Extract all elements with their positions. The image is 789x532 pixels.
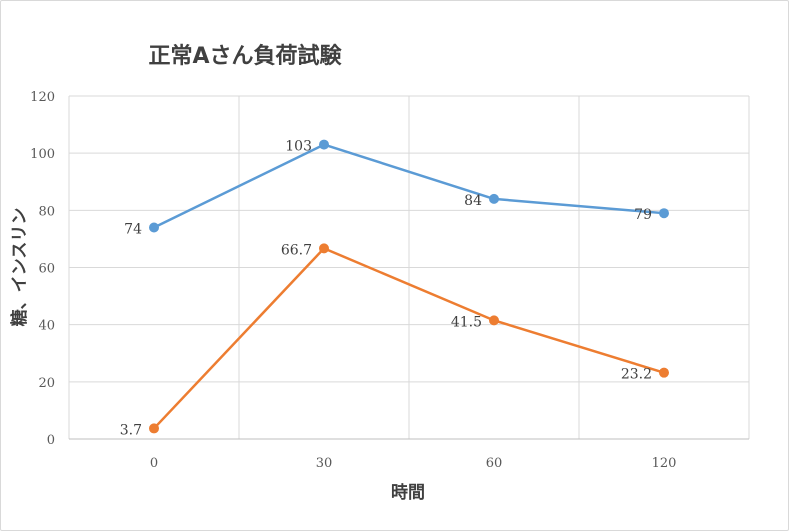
y-tick-label: 0 <box>47 433 55 448</box>
data-point <box>319 243 329 254</box>
x-tick-label: 30 <box>316 456 333 471</box>
x-tick-label: 0 <box>150 456 158 471</box>
x-tick-label: 60 <box>486 456 503 471</box>
axes: 0 20 40 60 80 100 120 0 30 60 120 <box>30 90 749 471</box>
series-layer <box>149 139 669 434</box>
series-line-2 <box>153 247 665 430</box>
y-tick-label: 100 <box>30 147 55 162</box>
data-label: 41.5 <box>451 314 482 330</box>
x-axis-title: 時間 <box>391 482 425 503</box>
data-label: 74 <box>124 221 142 237</box>
y-tick-label: 20 <box>38 376 55 391</box>
data-point <box>489 315 499 326</box>
data-point <box>659 208 669 219</box>
x-tick-label: 120 <box>652 456 677 471</box>
data-point <box>489 193 499 204</box>
data-label: 23.2 <box>621 367 652 383</box>
gridlines <box>68 95 750 439</box>
data-label: 3.7 <box>120 422 142 438</box>
data-label: 66.7 <box>281 242 312 258</box>
y-tick-label: 120 <box>30 90 55 105</box>
y-tick-label: 80 <box>38 204 55 219</box>
data-label: 79 <box>634 207 652 223</box>
data-point <box>319 139 329 150</box>
y-tick-label: 60 <box>38 262 55 277</box>
data-point <box>659 367 669 378</box>
data-point <box>149 222 159 233</box>
data-labels: 74 103 84 79 3.7 66.7 41.5 23.2 <box>120 139 652 439</box>
series-line-1 <box>153 143 665 229</box>
data-point <box>149 423 159 434</box>
y-axis-title: 糖、インスリン <box>9 208 30 327</box>
data-label: 103 <box>285 139 312 155</box>
data-label: 84 <box>464 193 482 209</box>
y-tick-label: 40 <box>38 319 55 334</box>
chart-title: 正常Aさん負荷試験 <box>148 43 342 69</box>
